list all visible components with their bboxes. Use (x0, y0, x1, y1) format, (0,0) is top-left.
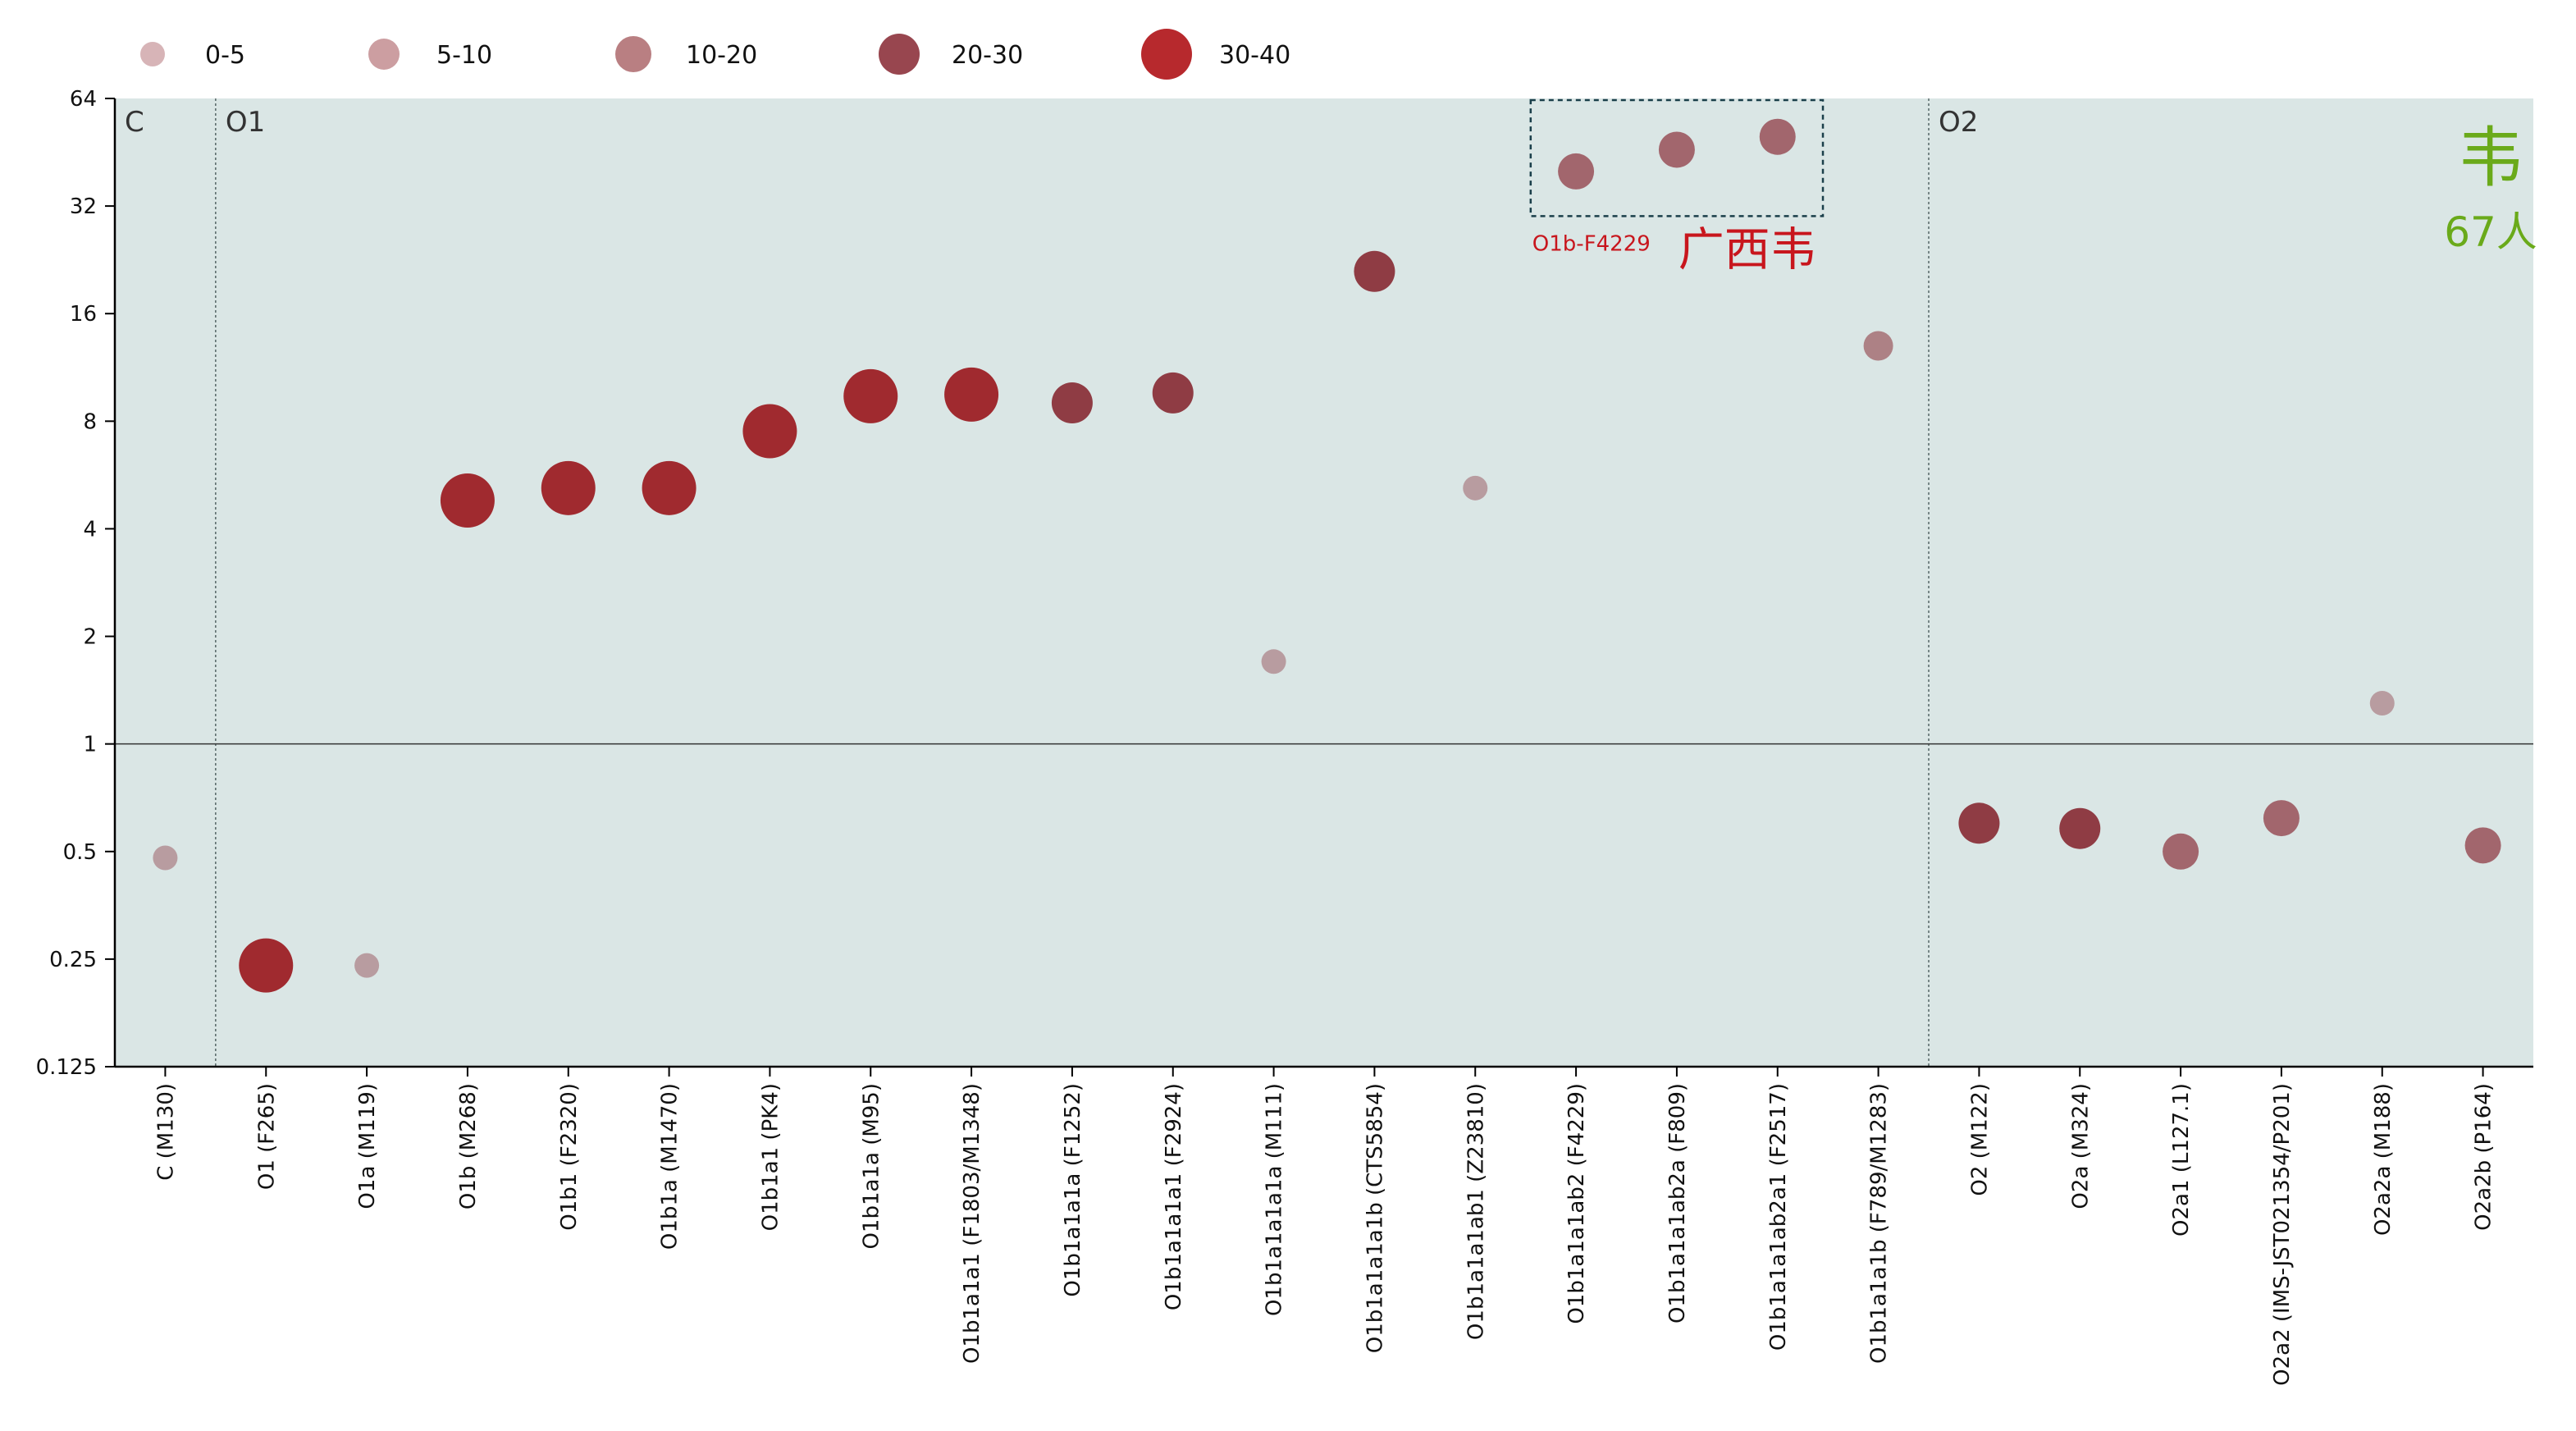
clade-label: C (125, 106, 144, 139)
clade-label: O1 (226, 106, 265, 139)
x-tick-label: O1b1a1a1ab1 (Z23810) (1464, 1083, 1488, 1340)
data-point (1958, 802, 2000, 844)
x-tick-label: O1b1a1a (M95) (859, 1083, 884, 1250)
x-tick-label: O1 (F265) (254, 1083, 279, 1190)
x-tick-label: O1b1a1 (PK4) (758, 1083, 783, 1231)
legend-marker (368, 39, 400, 70)
x-tick-label: O1b1a1a1a (F1252) (1061, 1083, 1085, 1297)
data-point (1463, 475, 1488, 501)
data-point (541, 460, 596, 515)
data-point (742, 404, 797, 459)
y-tick-label: 4 (83, 517, 97, 542)
data-point (1558, 153, 1595, 190)
data-point (2263, 800, 2300, 837)
x-tick-label: O1b (M268) (456, 1083, 481, 1209)
clade-dividers (215, 98, 1930, 1067)
x-axis: C (M130) O1 (F265) O1a (M119) O1b (M268) O1b… (115, 1065, 2533, 1386)
x-tick-label: O1a (M119) (355, 1083, 380, 1209)
y-tick-label: 1 (83, 733, 97, 757)
highlight-box-label-big: 广西韦 (1679, 223, 1816, 277)
x-tick-label: O1b1a1a1ab2a (F809) (1665, 1083, 1690, 1324)
x-tick-label: O1b1a1a1a1 (F2924) (1162, 1083, 1186, 1310)
x-tick-label: O2a2a (M188) (2371, 1083, 2396, 1236)
x-tick-label: O1b1a1a1ab2a1 (F2517) (1766, 1083, 1791, 1351)
x-tick-label: O2a1 (L127.1) (2169, 1083, 2194, 1237)
data-point (2369, 691, 2395, 716)
x-tick-label: O2 (M122) (1967, 1083, 1992, 1196)
x-tick-label: O2a (M324) (2068, 1083, 2093, 1209)
data-point (1863, 331, 1893, 361)
y-tick-label: 16 (70, 302, 97, 327)
highlight-box-f4229 (1529, 98, 1825, 217)
x-tick-label: O1b1a1a1a1b (CTS5854) (1363, 1083, 1387, 1353)
clade-labels: C O1 O2 (125, 106, 1978, 139)
x-tick-label: O2a2b (P164) (2472, 1083, 2496, 1231)
x-tick-label: O1b1a1a1 (F1803/M1348) (960, 1083, 984, 1364)
y-tick-label: 0.125 (36, 1055, 97, 1080)
x-tick-label: O2a2 (IMS-JST021354/P201) (2270, 1083, 2295, 1386)
data-point (1354, 250, 1395, 292)
legend-marker (140, 42, 165, 66)
data-point (642, 460, 697, 515)
corner-count-label: 67人 (2444, 208, 2537, 256)
x-tick-label: O1b1a1a1b (F789/M1283) (1867, 1083, 1892, 1364)
data-point (2163, 833, 2199, 870)
legend-label: 10-20 (686, 41, 757, 70)
data-points (153, 118, 2501, 993)
legend: 0-5 5-10 10-20 20-30 30-40 (140, 29, 1290, 80)
highlight-box-label: O1b-F4229 (1532, 231, 1651, 256)
data-point (1261, 649, 1286, 674)
y-tick-label: 0.5 (63, 840, 97, 865)
x-tick-label: C (M130) (153, 1083, 178, 1181)
data-point (153, 845, 178, 871)
corner-surname-label: 韦 (2458, 120, 2523, 196)
x-tick-label: O1b1a1a1ab2 (F4229) (1564, 1083, 1589, 1324)
y-tick-label: 2 (83, 625, 97, 650)
y-tick-label: 0.25 (49, 948, 97, 972)
data-point (2059, 807, 2101, 849)
y-tick-label: 64 (70, 87, 97, 112)
plot-area (115, 98, 2533, 1067)
y-tick-label: 32 (70, 194, 97, 219)
legend-label: 0-5 (205, 41, 245, 70)
x-tick-label: O1b1 (F2320) (557, 1083, 582, 1231)
data-point (239, 938, 294, 993)
legend-label: 20-30 (952, 41, 1023, 70)
data-point (1051, 382, 1093, 424)
clade-label: O2 (1939, 106, 1978, 139)
legend-marker (879, 34, 920, 75)
data-point (1152, 372, 1194, 414)
legend-label: 30-40 (1219, 41, 1290, 70)
data-point (843, 368, 898, 423)
y-axis: 64 32 16 8 4 2 1 0.5 0.25 0.125 (36, 87, 116, 1080)
legend-marker (1141, 29, 1192, 80)
legend-marker (615, 36, 651, 72)
x-tick-label: O1b1a (M1470) (658, 1083, 683, 1250)
legend-label: 5-10 (436, 41, 492, 70)
data-point (354, 953, 380, 978)
data-point (2464, 827, 2501, 864)
x-tick-label: O1b1a1a1a1a (M111) (1263, 1083, 1287, 1316)
data-point (1759, 118, 1796, 155)
data-point (440, 473, 495, 528)
data-point (944, 367, 999, 422)
data-point (1658, 131, 1695, 168)
y-tick-label: 8 (83, 409, 97, 434)
